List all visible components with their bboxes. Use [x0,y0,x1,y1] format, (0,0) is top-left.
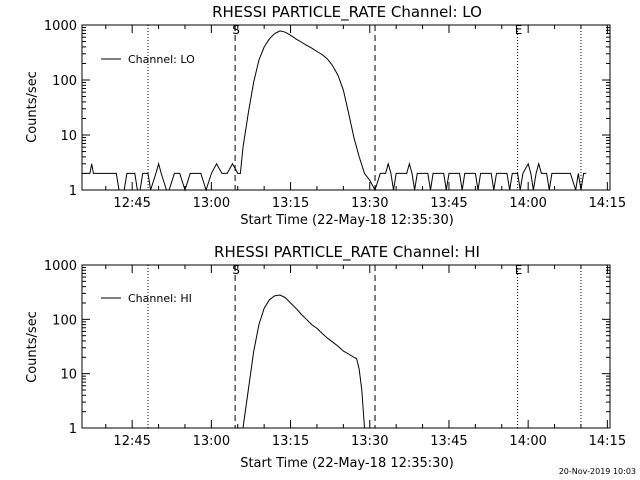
x-tick-label: 12:45 [113,196,150,211]
y-tick-label: 100 [52,313,77,328]
plot-frame [81,24,611,191]
x-tick-label: 12:45 [113,434,150,449]
x-axis-title: Start Time (22-May-18 12:35:30) [240,213,454,228]
time-marker-label: S [232,23,240,37]
chart-title: RHESSI PARTICLE_RATE Channel: LO [212,3,482,22]
y-tick-label: 1000 [44,19,77,34]
x-tick-label: 13:30 [351,434,388,449]
tick-labels: 12:45 13:00 13:15 13:30 13:45 14:00 14:15 1 10 10… [44,19,626,211]
data-line-hi [242,294,365,429]
time-marker-label: S [232,263,240,277]
x-tick-label: 13:30 [351,196,388,211]
x-tick-label: 13:45 [430,196,467,211]
y-tick-label: 1 [69,184,77,199]
x-tick-label: 13:00 [193,434,230,449]
x-tick-label: 14:00 [509,434,546,449]
y-tick-label: 1000 [44,259,77,274]
time-marker-label: E [515,263,523,277]
axis-ticks [82,24,610,191]
tick-labels: 12:45 13:00 13:15 13:30 13:45 14:00 14:15 1 10 10… [44,259,626,449]
data-line-lo [84,30,587,192]
time-marker-label: E [515,23,523,37]
y-tick-label: 10 [60,368,77,383]
x-tick-label: 14:15 [589,196,626,211]
x-tick-label: 14:00 [509,196,546,211]
plot-frame [81,264,611,429]
y-tick-label: 1 [69,422,77,437]
y-tick-label: 100 [52,74,77,89]
x-tick-label: 13:15 [272,196,309,211]
x-tick-label: 13:00 [193,196,230,211]
chart-title: RHESSI PARTICLE_RATE Channel: HI [214,243,480,262]
x-tick-label: 13:45 [430,434,467,449]
y-axis-title: Counts/sec [25,311,40,383]
generated-timestamp: 20-Nov-2019 10:03 [559,467,636,476]
axis-ticks [82,264,610,429]
x-axis-title: Start Time (22-May-18 12:35:30) [240,456,454,471]
legend-label: Channel: LO [128,53,195,66]
y-axis-title: Counts/sec [25,71,40,143]
legend-label: Channel: HI [128,292,192,305]
x-tick-label: 14:15 [589,434,626,449]
y-tick-label: 10 [60,129,77,144]
x-tick-label: 13:15 [272,434,309,449]
